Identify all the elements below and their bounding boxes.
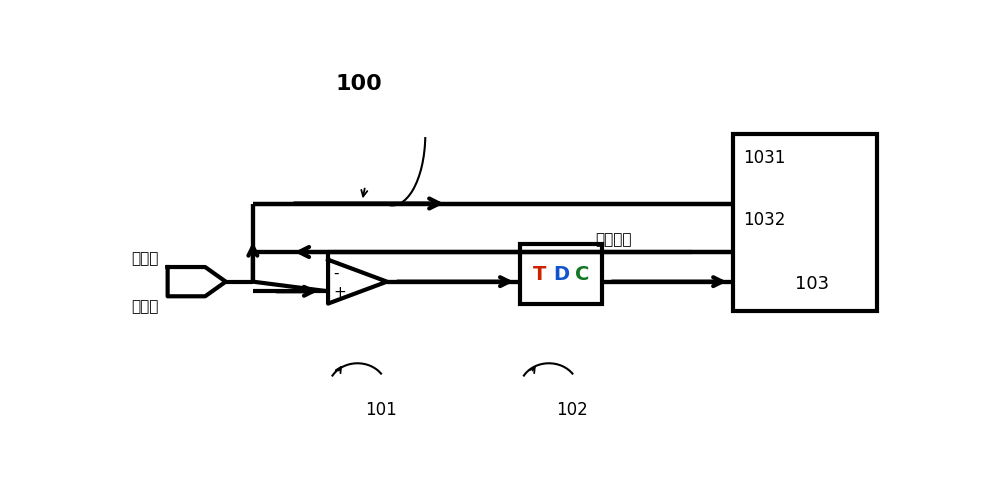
Text: 1031: 1031 — [743, 149, 785, 166]
Text: T: T — [533, 265, 547, 284]
Text: +: + — [333, 284, 346, 299]
Bar — [733, 135, 877, 312]
Text: 103: 103 — [795, 274, 829, 292]
Text: 101: 101 — [365, 400, 397, 419]
Text: 外部输: 外部输 — [131, 250, 158, 265]
Text: 102: 102 — [556, 400, 588, 419]
Text: 探测阈値: 探测阈値 — [595, 231, 632, 246]
Text: C: C — [575, 265, 589, 284]
Text: 1032: 1032 — [743, 211, 785, 228]
Text: D: D — [553, 265, 569, 284]
Text: -: - — [333, 265, 339, 280]
Text: 入信号: 入信号 — [131, 299, 158, 314]
Bar — [520, 244, 602, 304]
Text: 100: 100 — [336, 74, 383, 93]
